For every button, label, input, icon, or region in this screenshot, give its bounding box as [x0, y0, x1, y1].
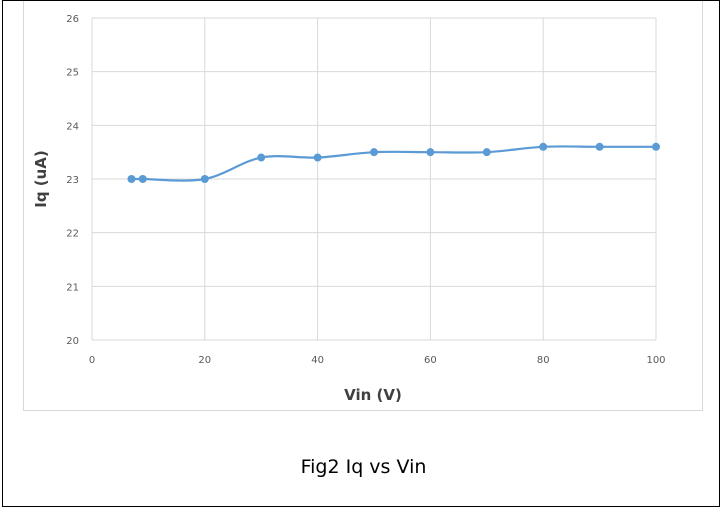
y-tick-labels: 20 21 22 23 24 25 26 — [66, 14, 79, 347]
y-tick-label: 25 — [66, 68, 79, 79]
iq-vs-vin-chart: 20 21 22 23 24 25 26 0 20 40 60 80 100 Vin (V) Iq (… — [32, 14, 666, 404]
x-tick-label: 40 — [311, 355, 324, 366]
y-axis-label: Iq (uA) — [32, 150, 50, 208]
x-tick-label: 0 — [89, 355, 95, 366]
data-point — [257, 153, 266, 162]
data-point — [426, 148, 435, 157]
data-point — [200, 175, 209, 183]
series-line — [131, 145, 656, 182]
x-tick-labels: 0 20 40 60 80 100 — [89, 355, 666, 366]
chart-area-border — [23, 1, 703, 411]
data-point — [652, 142, 660, 151]
y-tick-label: 21 — [66, 282, 79, 293]
data-point — [127, 175, 136, 183]
x-tick-label: 100 — [646, 355, 665, 366]
data-point — [370, 148, 378, 157]
data-point — [539, 142, 548, 151]
x-axis-label: Vin (V) — [344, 386, 402, 404]
data-points — [127, 142, 660, 183]
figure-frame — [2, 0, 720, 507]
y-tick-label: 23 — [66, 175, 79, 186]
y-tick-label: 24 — [66, 121, 79, 132]
y-tick-label: 20 — [66, 336, 79, 347]
gridlines — [91, 17, 657, 341]
data-point — [313, 153, 322, 162]
x-tick-label: 80 — [537, 355, 550, 366]
figure-caption: Fig2 Iq vs Vin — [300, 456, 427, 478]
y-tick-label: 22 — [66, 229, 79, 240]
y-tick-label: 26 — [66, 14, 79, 25]
data-point — [595, 142, 604, 151]
data-point — [138, 175, 147, 183]
x-tick-label: 20 — [198, 355, 211, 366]
x-tick-label: 60 — [424, 355, 437, 366]
data-point — [482, 148, 491, 157]
